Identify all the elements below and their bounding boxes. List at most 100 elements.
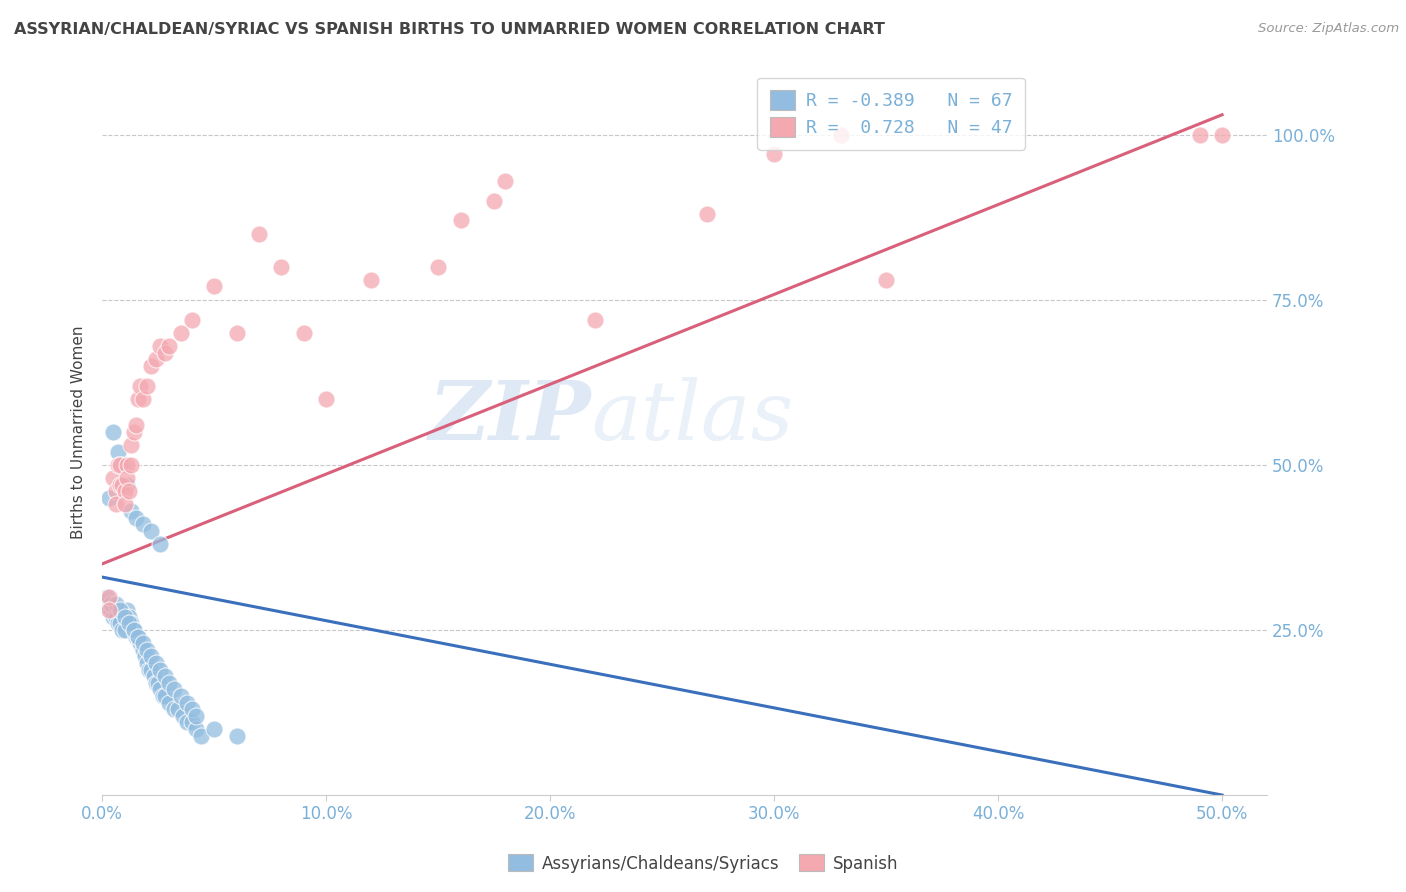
- Point: [315, 392, 337, 406]
- Point: [450, 213, 472, 227]
- Point: [157, 696, 180, 710]
- Point: [118, 484, 141, 499]
- Point: [107, 458, 129, 472]
- Point: [247, 227, 270, 241]
- Point: [97, 590, 120, 604]
- Point: [270, 260, 292, 274]
- Point: [134, 649, 156, 664]
- Point: [153, 689, 176, 703]
- Point: [103, 609, 125, 624]
- Point: [97, 603, 120, 617]
- Point: [120, 616, 142, 631]
- Point: [96, 590, 118, 604]
- Point: [108, 616, 131, 631]
- Point: [108, 458, 131, 472]
- Point: [494, 174, 516, 188]
- Point: [125, 418, 148, 433]
- Point: [125, 510, 148, 524]
- Point: [482, 194, 505, 208]
- Point: [96, 597, 118, 611]
- Point: [125, 630, 148, 644]
- Point: [114, 498, 136, 512]
- Point: [114, 623, 136, 637]
- Point: [100, 597, 122, 611]
- Point: [127, 630, 149, 644]
- Point: [148, 675, 170, 690]
- Point: [118, 609, 141, 624]
- Point: [875, 273, 897, 287]
- Point: [114, 609, 136, 624]
- Point: [292, 326, 315, 340]
- Point: [111, 477, 134, 491]
- Point: [103, 425, 125, 439]
- Point: [97, 603, 120, 617]
- Point: [157, 675, 180, 690]
- Point: [180, 702, 202, 716]
- Point: [153, 345, 176, 359]
- Point: [104, 484, 127, 499]
- Point: [830, 128, 852, 142]
- Point: [225, 326, 247, 340]
- Point: [149, 537, 172, 551]
- Point: [149, 682, 172, 697]
- Point: [186, 708, 208, 723]
- Point: [145, 352, 167, 367]
- Point: [427, 260, 450, 274]
- Point: [141, 663, 163, 677]
- Point: [120, 458, 142, 472]
- Point: [149, 339, 172, 353]
- Point: [129, 636, 152, 650]
- Point: [169, 326, 191, 340]
- Point: [136, 642, 159, 657]
- Point: [107, 444, 129, 458]
- Point: [136, 378, 159, 392]
- Point: [120, 438, 142, 452]
- Point: [180, 715, 202, 730]
- Point: [111, 458, 134, 472]
- Point: [163, 682, 186, 697]
- Point: [169, 689, 191, 703]
- Point: [115, 458, 138, 472]
- Point: [145, 675, 167, 690]
- Point: [190, 729, 212, 743]
- Point: [100, 603, 122, 617]
- Text: ZIP: ZIP: [429, 377, 592, 458]
- Text: ASSYRIAN/CHALDEAN/SYRIAC VS SPANISH BIRTHS TO UNMARRIED WOMEN CORRELATION CHART: ASSYRIAN/CHALDEAN/SYRIAC VS SPANISH BIRT…: [14, 22, 884, 37]
- Point: [152, 689, 174, 703]
- Point: [108, 477, 131, 491]
- Point: [103, 471, 125, 485]
- Point: [145, 656, 167, 670]
- Point: [136, 656, 159, 670]
- Point: [129, 378, 152, 392]
- Point: [202, 722, 225, 736]
- Point: [97, 491, 120, 505]
- Point: [127, 630, 149, 644]
- Point: [115, 471, 138, 485]
- Point: [172, 708, 194, 723]
- Point: [138, 663, 160, 677]
- Point: [131, 392, 153, 406]
- Point: [157, 339, 180, 353]
- Point: [108, 603, 131, 617]
- Legend: Assyrians/Chaldeans/Syriacs, Spanish: Assyrians/Chaldeans/Syriacs, Spanish: [502, 847, 904, 880]
- Point: [141, 649, 163, 664]
- Point: [122, 623, 145, 637]
- Point: [122, 623, 145, 637]
- Text: Source: ZipAtlas.com: Source: ZipAtlas.com: [1258, 22, 1399, 36]
- Point: [167, 702, 190, 716]
- Point: [186, 722, 208, 736]
- Point: [149, 663, 172, 677]
- Point: [583, 312, 606, 326]
- Point: [763, 147, 786, 161]
- Point: [104, 609, 127, 624]
- Point: [141, 524, 163, 538]
- Point: [120, 504, 142, 518]
- Point: [202, 279, 225, 293]
- Point: [118, 616, 141, 631]
- Y-axis label: Births to Unmarried Women: Births to Unmarried Women: [72, 325, 86, 539]
- Point: [131, 636, 153, 650]
- Point: [115, 477, 138, 491]
- Point: [180, 312, 202, 326]
- Legend: R = -0.389   N = 67, R =  0.728   N = 47: R = -0.389 N = 67, R = 0.728 N = 47: [756, 78, 1025, 150]
- Point: [141, 359, 163, 373]
